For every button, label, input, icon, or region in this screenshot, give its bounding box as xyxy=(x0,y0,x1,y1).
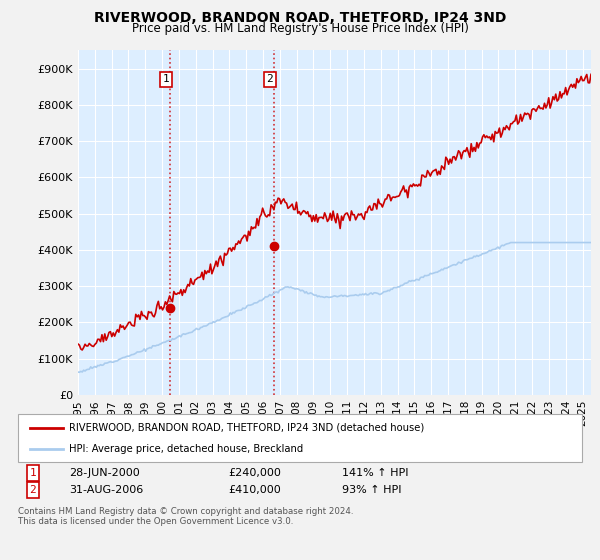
Text: £410,000: £410,000 xyxy=(228,485,281,495)
Text: 31-AUG-2006: 31-AUG-2006 xyxy=(69,485,143,495)
Text: 2: 2 xyxy=(266,74,273,85)
Text: £240,000: £240,000 xyxy=(228,468,281,478)
Text: RIVERWOOD, BRANDON ROAD, THETFORD, IP24 3ND (detached house): RIVERWOOD, BRANDON ROAD, THETFORD, IP24 … xyxy=(69,423,424,433)
Text: 141% ↑ HPI: 141% ↑ HPI xyxy=(342,468,409,478)
Text: HPI: Average price, detached house, Breckland: HPI: Average price, detached house, Brec… xyxy=(69,444,303,454)
Text: 93% ↑ HPI: 93% ↑ HPI xyxy=(342,485,401,495)
Text: 28-JUN-2000: 28-JUN-2000 xyxy=(69,468,140,478)
Text: RIVERWOOD, BRANDON ROAD, THETFORD, IP24 3ND: RIVERWOOD, BRANDON ROAD, THETFORD, IP24 … xyxy=(94,11,506,25)
Text: 1: 1 xyxy=(29,468,37,478)
Text: 1: 1 xyxy=(163,74,170,85)
Text: Contains HM Land Registry data © Crown copyright and database right 2024.
This d: Contains HM Land Registry data © Crown c… xyxy=(18,507,353,526)
Text: 2: 2 xyxy=(29,485,37,495)
Text: Price paid vs. HM Land Registry's House Price Index (HPI): Price paid vs. HM Land Registry's House … xyxy=(131,22,469,35)
